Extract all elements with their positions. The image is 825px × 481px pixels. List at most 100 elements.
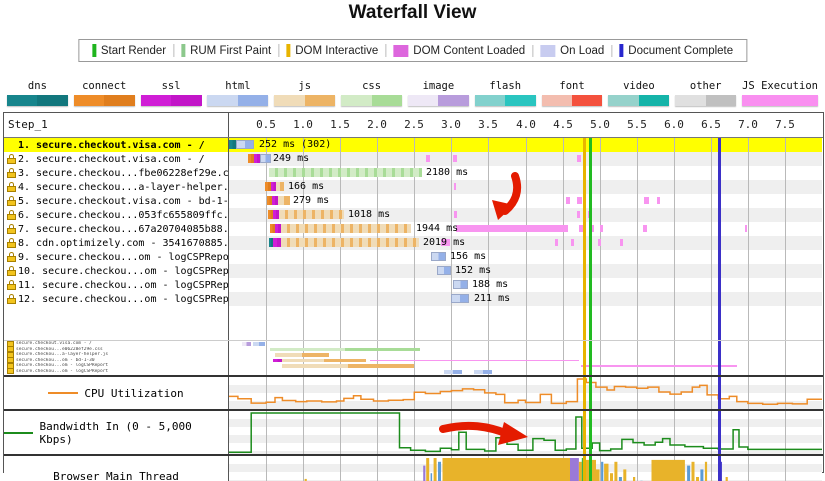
request-label-row[interactable]: 1. secure.checkout.visa.com - / — [4, 138, 228, 152]
event-lines-layer — [229, 411, 822, 454]
request-time-label: 2019 ms — [423, 237, 466, 248]
resource-type-label: ssl — [161, 80, 181, 92]
compressed-request-label: secure.checkout.visa.com - / — [4, 341, 228, 347]
resource-type-swatch — [73, 95, 135, 106]
main-thread-section: Browser Main Thread — [4, 454, 823, 481]
bandwidth-chart — [229, 411, 822, 454]
segment-connect — [267, 196, 272, 205]
request-row[interactable]: 152 ms — [229, 264, 822, 278]
gridline — [414, 456, 415, 481]
gridline — [266, 456, 267, 481]
compressed-segment-js — [282, 358, 366, 363]
resource-type-css: css — [338, 80, 405, 106]
bandwidth-label-cell: Bandwidth In (0 - 5,000 Kbps) — [4, 411, 229, 454]
request-label-row[interactable]: 4. secure.checkou...a-layer-helper.js — [4, 180, 228, 194]
gridline — [451, 138, 452, 340]
bandwidth-label: Bandwidth In (0 - 5,000 Kbps) — [39, 419, 192, 446]
request-label-row[interactable]: 7. secure.checkou...67a20704085b88.js — [4, 222, 228, 236]
compressed-request-row[interactable] — [229, 347, 822, 353]
compressed-request-row[interactable] — [229, 369, 822, 375]
request-label-row[interactable]: 9. secure.checkou...om - logCSPReport — [4, 250, 228, 264]
request-label-row[interactable]: 5. secure.checkout.visa.com - bd-1-30 — [4, 194, 228, 208]
request-label-row[interactable]: 3. secure.checkou...fbe06228ef29e.css — [4, 166, 228, 180]
lock-icon — [7, 252, 16, 262]
gridline — [340, 411, 341, 454]
time-tick-label: 3.0 — [441, 118, 461, 131]
compressed-js-execution-line — [581, 365, 737, 367]
compressed-request-row[interactable] — [229, 363, 822, 369]
resource-type-label: image — [422, 80, 455, 92]
segment-ssl — [273, 210, 279, 219]
resource-type-js-execution: JS Execution — [739, 80, 821, 106]
dom-interactive-line — [583, 411, 586, 454]
compressed-request-row[interactable] — [229, 341, 822, 347]
main-thread-activity — [304, 458, 728, 481]
time-tick-label: 4.0 — [516, 118, 536, 131]
request-label-text: 4. secure.checkou...a-layer-helper.js — [18, 181, 228, 193]
lock-icon — [7, 357, 14, 363]
compressed-request-label: secure.checkou...om - logCSPReport — [4, 368, 228, 374]
request-row[interactable]: 252 ms (302) — [229, 138, 822, 152]
gridline — [637, 341, 638, 375]
segment-dns — [229, 140, 236, 149]
compressed-segment-html — [474, 369, 492, 374]
request-label-row[interactable]: 6. secure.checkou...053fc655809ffc.js — [4, 208, 228, 222]
legend-item: On Load — [533, 44, 613, 57]
gridline — [600, 411, 601, 454]
time-tick-label: 1.5 — [330, 118, 350, 131]
gridline — [451, 377, 452, 409]
step-header-cell: Step_1 — [4, 113, 229, 137]
time-tick-label: 6.5 — [701, 118, 721, 131]
request-label-row[interactable]: 12. secure.checkou...om - logCSPReport — [4, 292, 228, 306]
event-lines-layer — [229, 138, 822, 340]
gridline — [748, 411, 749, 454]
request-label-text: 8. cdn.optimizely.com - 3541670885.js — [18, 237, 228, 249]
compressed-request-row[interactable] — [229, 352, 822, 358]
resource-type-label: font — [559, 80, 585, 92]
compressed-request-label: secure.checkou...om - logCSPReport — [4, 363, 228, 369]
segment-ssl — [272, 196, 278, 205]
lock-icon — [7, 238, 16, 248]
gridline — [451, 341, 452, 375]
resource-type-swatch — [140, 95, 202, 106]
request-row[interactable]: 211 ms — [229, 292, 822, 306]
dom-interactive-line — [583, 138, 586, 340]
segment-css — [269, 168, 422, 177]
resource-type-other: other — [672, 80, 739, 106]
request-row[interactable]: 249 ms — [229, 152, 822, 166]
request-time-label: 279 ms — [293, 195, 330, 206]
request-label-row[interactable]: 11. secure.checkou...om - logCSPReport — [4, 278, 228, 292]
compressed-segment-js — [275, 353, 329, 357]
compressed-segment-css — [270, 347, 420, 352]
segment-html — [451, 294, 469, 303]
gridline — [377, 377, 378, 409]
compressed-request-row[interactable] — [229, 358, 822, 364]
gridline — [266, 377, 267, 409]
request-row[interactable]: 166 ms — [229, 180, 822, 194]
cpu-label-cell: CPU Utilization — [4, 377, 229, 409]
cpu-line-sample — [48, 392, 79, 394]
request-row[interactable]: 2180 ms — [229, 166, 822, 180]
lock-icon — [7, 294, 16, 304]
gridline — [674, 138, 675, 340]
document-complete-line — [718, 456, 721, 481]
step-label: Step_1 — [8, 118, 48, 131]
time-tick-label: 6.0 — [664, 118, 684, 131]
request-label-row[interactable]: 8. cdn.optimizely.com - 3541670885.js — [4, 236, 228, 250]
request-row[interactable]: 156 ms — [229, 250, 822, 264]
compressed-request-label: secure.checkou...a-layer-helper.js — [4, 352, 228, 358]
dom-interactive-line — [583, 341, 586, 375]
cpu-utilization-chart — [229, 377, 822, 409]
main-thread-chart — [229, 456, 822, 481]
time-tick-label: 2.5 — [404, 118, 424, 131]
request-time-label: 1018 ms — [348, 209, 391, 220]
compressed-rows-zone: secure.checkout.visa.com - / secure.check… — [4, 340, 823, 375]
lock-icon — [7, 280, 16, 290]
event-lines-layer — [229, 341, 822, 375]
request-label-row[interactable]: 10. secure.checkou...om - logCSPReport — [4, 264, 228, 278]
request-row[interactable]: 2019 ms — [229, 236, 822, 250]
resource-type-label: html — [225, 80, 251, 92]
gridline — [711, 138, 712, 340]
request-row[interactable]: 188 ms — [229, 278, 822, 292]
request-label-row[interactable]: 2. secure.checkout.visa.com - / — [4, 152, 228, 166]
